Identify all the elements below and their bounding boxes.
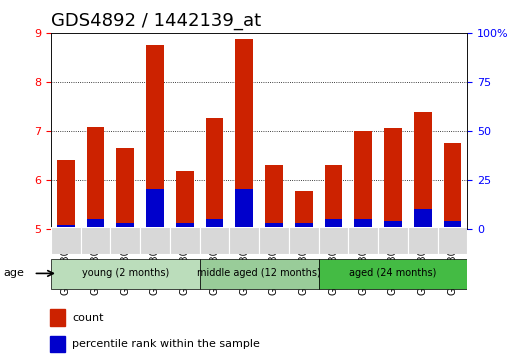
Bar — [319, 227, 348, 254]
Bar — [50, 336, 65, 352]
Bar — [116, 148, 134, 229]
Bar — [414, 112, 432, 229]
Bar — [325, 219, 342, 229]
Bar — [176, 171, 194, 229]
Bar — [408, 227, 437, 254]
Bar — [86, 127, 104, 229]
Bar — [170, 227, 200, 254]
Bar — [57, 225, 75, 229]
Bar — [110, 227, 140, 254]
Bar — [289, 227, 319, 254]
Bar — [116, 223, 134, 229]
Bar — [354, 131, 372, 229]
Bar — [437, 227, 467, 254]
Bar — [384, 128, 402, 229]
Bar — [206, 118, 224, 229]
Bar — [414, 209, 432, 229]
Bar — [325, 165, 342, 229]
Bar — [378, 227, 408, 254]
Bar — [81, 227, 110, 254]
Bar — [50, 309, 65, 326]
Bar — [384, 221, 402, 229]
Text: aged (24 months): aged (24 months) — [350, 268, 437, 278]
Bar — [259, 227, 289, 254]
Bar — [57, 160, 75, 229]
Bar — [295, 191, 312, 229]
Text: percentile rank within the sample: percentile rank within the sample — [72, 339, 260, 349]
Text: middle aged (12 months): middle aged (12 months) — [197, 268, 321, 278]
Text: count: count — [72, 313, 104, 323]
Bar — [200, 227, 229, 254]
Bar — [51, 259, 200, 289]
Bar — [146, 45, 164, 229]
Bar — [235, 189, 253, 229]
Text: young (2 months): young (2 months) — [82, 268, 169, 278]
Bar — [443, 221, 461, 229]
Text: GDS4892 / 1442139_at: GDS4892 / 1442139_at — [51, 12, 261, 30]
Bar — [265, 165, 283, 229]
Bar — [206, 219, 224, 229]
Bar — [140, 227, 170, 254]
Bar — [265, 223, 283, 229]
Bar — [146, 189, 164, 229]
Bar — [200, 259, 319, 289]
Bar — [235, 39, 253, 229]
Bar — [176, 223, 194, 229]
Bar — [229, 227, 259, 254]
Bar — [319, 259, 467, 289]
Bar — [443, 143, 461, 229]
Text: age: age — [3, 268, 24, 278]
Bar — [86, 219, 104, 229]
Bar — [354, 219, 372, 229]
Bar — [51, 227, 81, 254]
Bar — [348, 227, 378, 254]
Bar — [295, 223, 312, 229]
